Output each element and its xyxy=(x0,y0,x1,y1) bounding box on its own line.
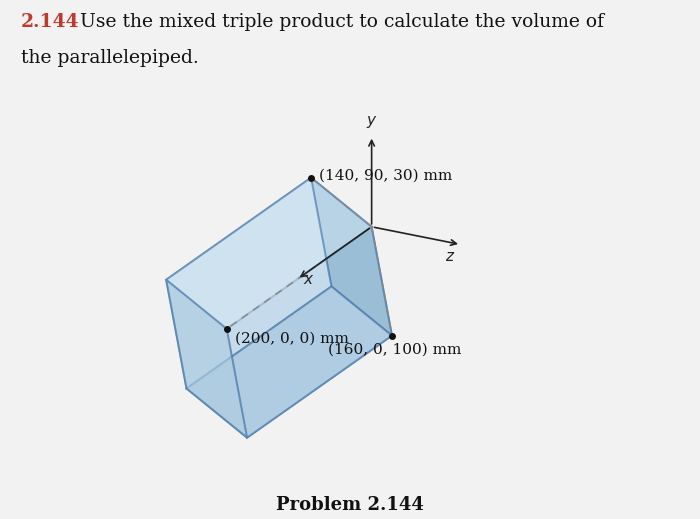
Text: 2.144: 2.144 xyxy=(21,13,80,31)
Polygon shape xyxy=(186,286,392,438)
Text: (140, 90, 30) mm: (140, 90, 30) mm xyxy=(319,168,453,182)
Polygon shape xyxy=(166,280,247,438)
Text: the parallelepiped.: the parallelepiped. xyxy=(21,49,199,67)
Text: (200, 0, 0) mm: (200, 0, 0) mm xyxy=(235,331,349,345)
Text: Use the mixed triple product to calculate the volume of: Use the mixed triple product to calculat… xyxy=(80,13,605,31)
Text: $x$: $x$ xyxy=(303,272,315,286)
Polygon shape xyxy=(227,227,392,438)
Text: $y$: $y$ xyxy=(366,114,377,130)
Text: Problem 2.144: Problem 2.144 xyxy=(276,496,424,514)
Text: (160, 0, 100) mm: (160, 0, 100) mm xyxy=(328,343,461,357)
Polygon shape xyxy=(311,177,392,336)
Polygon shape xyxy=(166,177,372,329)
Polygon shape xyxy=(166,177,331,389)
Text: $z$: $z$ xyxy=(444,249,455,264)
